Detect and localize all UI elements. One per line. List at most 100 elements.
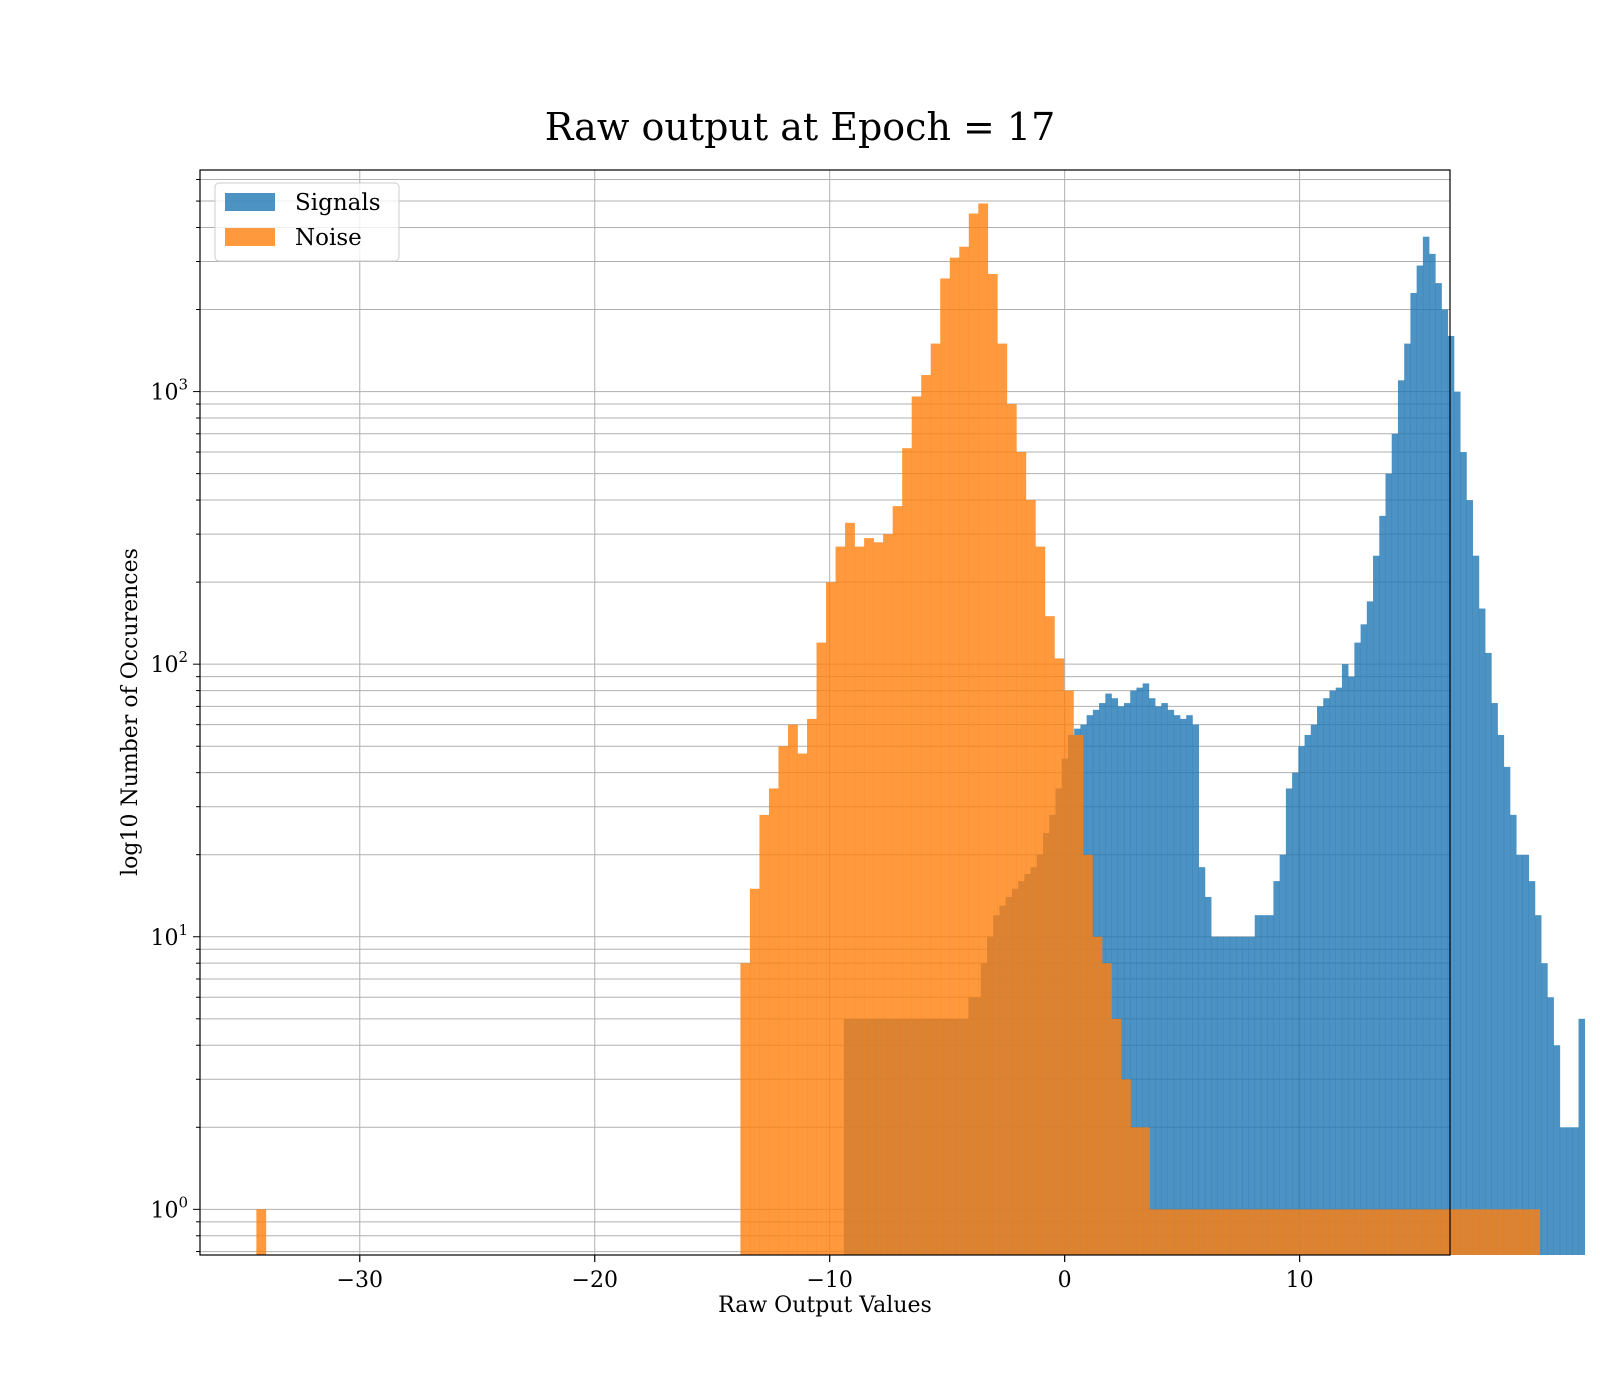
- noise-bar: [1416, 1209, 1426, 1255]
- noise-bar: [949, 257, 960, 1255]
- signals-bar: [1236, 936, 1243, 1255]
- ticks-layer: −30 −20 −10 0 10 100 101 102 103: [150, 178, 1314, 1293]
- noise-bar: [1263, 1209, 1274, 1255]
- noise-bar: [864, 538, 874, 1255]
- noise-bar: [1511, 1209, 1522, 1255]
- noise-bar: [1330, 1209, 1341, 1255]
- noise-bar: [959, 246, 970, 1255]
- signals-bar: [1123, 703, 1131, 1255]
- legend-swatch-signals: [225, 193, 275, 211]
- noise-bar: [940, 278, 951, 1255]
- x-tick-label: −20: [572, 1268, 618, 1293]
- noise-bar: [1168, 1209, 1179, 1255]
- noise-bar: [1187, 1209, 1198, 1255]
- noise-bar: [1149, 1209, 1160, 1255]
- x-tick-label: 10: [1286, 1268, 1314, 1293]
- signals-bar: [1510, 814, 1517, 1255]
- noise-bar: [1206, 1209, 1217, 1255]
- signals-bar: [1453, 391, 1461, 1256]
- signals-bar: [1130, 690, 1137, 1255]
- signals-bar: [1180, 718, 1187, 1255]
- noise-bar: [1140, 1127, 1150, 1255]
- noise-bar: [873, 542, 884, 1255]
- signals-bar: [1491, 703, 1498, 1255]
- noise-bar: [1387, 1209, 1398, 1255]
- signals-bar: [1391, 433, 1399, 1256]
- signals-bar: [1329, 690, 1336, 1255]
- signals-bar: [1422, 236, 1430, 1255]
- signals-bar: [1566, 1127, 1573, 1255]
- noise-bar: [1121, 1079, 1131, 1255]
- noise-bar: [1111, 1018, 1122, 1255]
- signals-bar: [1167, 709, 1175, 1255]
- noise-bar: [911, 396, 922, 1255]
- noise-bar: [1425, 1209, 1436, 1255]
- signals-bar: [1497, 734, 1505, 1255]
- signals-bar: [1410, 292, 1417, 1255]
- noise-bar: [1377, 1209, 1388, 1255]
- signals-bar: [1292, 772, 1299, 1255]
- signals-bar: [1366, 601, 1374, 1255]
- noise-bar: [1282, 1209, 1293, 1255]
- signals-bar: [1478, 608, 1486, 1255]
- noise-bar: [978, 203, 989, 1255]
- signals-bar: [1385, 473, 1393, 1255]
- noise-bar: [1320, 1209, 1331, 1255]
- signals-bar: [1460, 452, 1467, 1255]
- x-tick-label: −10: [806, 1268, 852, 1293]
- noise-bar: [1035, 546, 1046, 1255]
- noise-bar: [768, 788, 779, 1255]
- signals-bar: [1335, 687, 1343, 1255]
- y-tick-label: 101: [150, 921, 188, 951]
- noise-bar: [902, 448, 913, 1255]
- noise-bar: [1225, 1209, 1236, 1255]
- noise-bar: [1358, 1209, 1369, 1255]
- noise-bar: [997, 343, 1008, 1255]
- noise-bar: [845, 522, 855, 1255]
- noise-bar: [921, 375, 932, 1255]
- signals-bar: [1310, 724, 1318, 1255]
- signals-bar: [1534, 915, 1542, 1255]
- noise-bar: [1368, 1209, 1379, 1255]
- noise-bar: [968, 213, 979, 1256]
- noise-bar: [1073, 734, 1084, 1255]
- signals-bar: [1522, 854, 1530, 1255]
- signals-bar: [1516, 854, 1523, 1255]
- signals-bar: [1360, 624, 1368, 1255]
- noise-bar: [1025, 500, 1036, 1255]
- signals-bar: [1155, 706, 1162, 1255]
- noise-bar: [807, 718, 817, 1255]
- noise-bar: [892, 506, 903, 1255]
- signals-bar: [1528, 881, 1536, 1255]
- noise-bar: [1159, 1209, 1169, 1255]
- signals-bar: [1441, 309, 1449, 1255]
- noise-bar: [826, 582, 836, 1255]
- signals-bar: [1348, 676, 1355, 1255]
- noise-bar: [1178, 1209, 1188, 1255]
- noise-bar: [1044, 616, 1055, 1255]
- noise-bar: [1054, 658, 1065, 1255]
- signals-bar: [1192, 724, 1200, 1255]
- noise-bar: [1530, 1209, 1541, 1255]
- signals-bar: [1267, 915, 1274, 1255]
- signals-bar: [1229, 936, 1237, 1255]
- signals-bar: [1485, 652, 1492, 1255]
- signals-bar: [1260, 915, 1268, 1255]
- signals-bar: [1341, 664, 1349, 1255]
- signals-bar: [1466, 500, 1473, 1255]
- noise-bar: [1016, 452, 1027, 1255]
- x-tick-label: 0: [1058, 1268, 1072, 1293]
- signals-bar: [1298, 746, 1305, 1255]
- noise-bar: [1292, 1209, 1303, 1255]
- noise-bar: [1235, 1209, 1246, 1255]
- signals-bar: [1547, 997, 1554, 1255]
- signals-bar: [1429, 253, 1436, 1256]
- signals-bar: [1186, 715, 1193, 1255]
- noise-bar: [1006, 404, 1017, 1255]
- signals-bar: [1373, 555, 1380, 1255]
- noise-bar: [1435, 1209, 1445, 1255]
- signals-bar: [1198, 867, 1206, 1255]
- noise-bar: [930, 343, 941, 1255]
- signals-bar: [1204, 896, 1212, 1255]
- bars-layer: [256, 203, 1586, 1256]
